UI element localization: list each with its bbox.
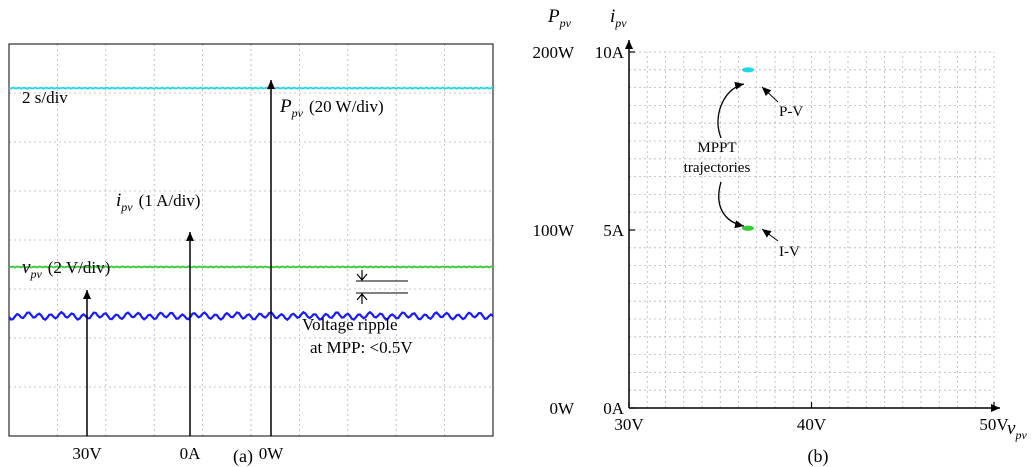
current-axis-title: ipv [610,6,627,30]
i_pv-trace [8,265,494,269]
I-V-point [741,225,754,231]
mppt-ticks: 30V 40V 50V 0W 100W 200W 0A 5A 10A [532,43,1009,434]
ripple-annotation-line2: at MPP: <0.5V [310,338,413,357]
mppt-arrow-up [717,81,745,139]
power-tick-label: 0W [549,399,575,418]
ppv-label: Ppv (20 W/div) [279,96,384,120]
panel-a-caption: (a) [233,446,253,467]
pv-point-label: P-V [779,104,803,120]
ipv-reference-label: 0A [180,444,202,463]
power-tick-label: 100W [532,221,575,240]
v_pv-trace [8,310,494,322]
scope-frame [8,43,494,437]
panel-b-caption: (b) [808,446,829,467]
ripple-arrow-down [356,270,368,281]
scope-traces [8,86,494,322]
pv-point-pointer [761,86,779,103]
ripple-annotation-line1: Voltage ripple [302,315,398,334]
current-tick-label: 10A [595,43,625,62]
iv-point-pointer [761,228,779,242]
mppt-arrow-down [718,181,745,229]
mppt-grid [629,51,995,408]
time-scale-label: 2 s/div [22,88,68,107]
mppt-panel: Ppv ipv vpv 30V 40V 50V 0W 100W 200W 0A 5A 10A M… [532,6,1027,467]
ipv-label: ipv (1 A/div) [116,190,200,214]
current-tick-label: 5A [603,221,625,240]
ppv-reference-label: 0W [259,444,285,463]
power-tick-label: 200W [532,43,575,62]
ripple-arrow-up [356,293,368,304]
vpv-reference-label: 30V [72,444,102,463]
vpv-label: vpv (2 V/div) [22,257,110,281]
power-axis-title: Ppv [547,6,572,30]
current-tick-label: 0A [603,399,625,418]
P_pv-trace [8,86,494,90]
mppt-annotation-line2: trajectories [684,160,751,176]
x-tick-label: 50V [979,415,1009,434]
x-tick-label: 40V [797,415,827,434]
P-V-point [741,67,754,73]
scope-panel: 2 s/div Ppv (20 W/div) ipv (1 A/div) vpv (2… [8,43,494,467]
x-tick-label: 30V [614,415,644,434]
scope-grid [9,44,493,436]
mppt-annotation-line1: MPPT [697,140,736,156]
voltage-axis-title: vpv [1007,418,1027,442]
mppt-points [741,67,754,231]
iv-point-label: I-V [779,244,800,260]
